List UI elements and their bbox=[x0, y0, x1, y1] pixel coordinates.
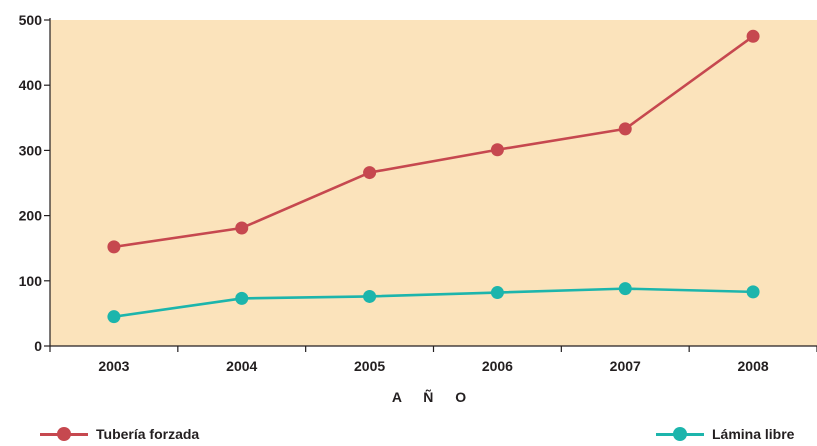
x-tick-label: 2004 bbox=[226, 358, 257, 374]
series-line bbox=[113, 287, 754, 318]
series-layer bbox=[107, 29, 760, 324]
series-line bbox=[113, 35, 754, 249]
data-point bbox=[490, 143, 504, 157]
data-point bbox=[107, 310, 121, 324]
data-point bbox=[363, 289, 377, 303]
x-tick-label: 2003 bbox=[98, 358, 129, 374]
legend-marker-tuberia-forzada bbox=[40, 426, 88, 442]
legend-label: Lámina libre bbox=[712, 426, 795, 442]
legend-dot bbox=[57, 427, 71, 441]
legend-marker-lamina-libre bbox=[656, 426, 704, 442]
data-point bbox=[235, 221, 249, 235]
legend-item-tuberia-forzada: Tubería forzada bbox=[40, 426, 199, 442]
data-point bbox=[107, 240, 121, 254]
data-point bbox=[618, 122, 632, 136]
x-tick-label: 2006 bbox=[482, 358, 513, 374]
data-point bbox=[746, 285, 760, 299]
y-tick-label: 300 bbox=[19, 142, 43, 158]
legend-dot bbox=[673, 427, 687, 441]
data-point bbox=[363, 166, 377, 180]
y-tick-label: 0 bbox=[34, 338, 42, 354]
y-tick-label: 500 bbox=[19, 12, 43, 28]
x-tick-label: 2008 bbox=[738, 358, 769, 374]
x-axis-title: A Ñ O bbox=[392, 388, 475, 405]
y-tick-label: 200 bbox=[19, 208, 43, 224]
y-tick-label: 100 bbox=[19, 273, 43, 289]
y-tick-label: 400 bbox=[19, 77, 43, 93]
x-tick-label: 2005 bbox=[354, 358, 385, 374]
series-1 bbox=[107, 282, 760, 324]
data-point bbox=[618, 282, 632, 296]
x-tick-label: 2007 bbox=[610, 358, 641, 374]
plot-area bbox=[50, 20, 817, 346]
x-axis: 2003 2004 2005 2006 2007 2008 bbox=[49, 345, 817, 374]
legend-item-lamina-libre: Lámina libre bbox=[656, 426, 794, 442]
data-point bbox=[235, 291, 249, 305]
legend-label: Tubería forzada bbox=[96, 426, 200, 442]
series-0 bbox=[107, 29, 760, 254]
y-axis: 0 100 200 300 400 500 bbox=[19, 12, 51, 354]
data-point bbox=[746, 29, 760, 43]
data-point bbox=[490, 286, 504, 300]
